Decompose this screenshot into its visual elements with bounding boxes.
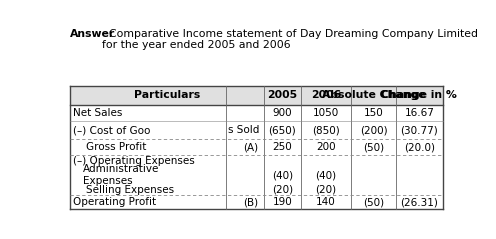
Text: (B): (B) xyxy=(243,197,258,207)
Text: (650): (650) xyxy=(268,125,296,135)
Text: s Sold: s Sold xyxy=(228,125,259,135)
Text: 1050: 1050 xyxy=(313,108,339,118)
Text: Comparative Income statement of Day Dreaming Company Limited
for the year ended : Comparative Income statement of Day Drea… xyxy=(102,29,478,50)
Text: (20): (20) xyxy=(315,185,337,195)
Text: Operating Profit: Operating Profit xyxy=(73,197,157,207)
Bar xyxy=(69,86,442,105)
Text: Administrative
Expenses: Administrative Expenses xyxy=(83,164,159,186)
Text: Answer: Answer xyxy=(69,29,115,39)
Text: (200): (200) xyxy=(360,125,387,135)
Text: 2006: 2006 xyxy=(311,90,341,100)
Text: 2005: 2005 xyxy=(267,90,297,100)
Text: Change in %: Change in % xyxy=(381,90,457,100)
Text: (50): (50) xyxy=(363,142,384,152)
Text: Net Sales: Net Sales xyxy=(73,108,123,118)
Text: Selling Expenses: Selling Expenses xyxy=(73,185,175,195)
Text: 150: 150 xyxy=(364,108,383,118)
Text: 190: 190 xyxy=(272,197,292,207)
Text: Particulars: Particulars xyxy=(133,90,200,100)
Text: 16.67: 16.67 xyxy=(404,108,434,118)
Text: (A): (A) xyxy=(243,142,258,152)
Text: (–) Cost of Goo: (–) Cost of Goo xyxy=(73,125,151,135)
Text: (26.31): (26.31) xyxy=(400,197,438,207)
Text: (20): (20) xyxy=(272,185,293,195)
Text: 140: 140 xyxy=(316,197,336,207)
Text: Absolute Change: Absolute Change xyxy=(322,90,426,100)
Text: (850): (850) xyxy=(312,125,340,135)
Text: (–) Operating Expenses: (–) Operating Expenses xyxy=(73,156,195,166)
Text: (20.0): (20.0) xyxy=(404,142,435,152)
Text: Gross Profit: Gross Profit xyxy=(73,142,147,152)
Text: (50): (50) xyxy=(363,197,384,207)
Text: (40): (40) xyxy=(315,170,337,180)
Text: 900: 900 xyxy=(272,108,292,118)
Text: (30.77): (30.77) xyxy=(400,125,438,135)
Text: 200: 200 xyxy=(316,142,336,152)
Text: (40): (40) xyxy=(272,170,293,180)
Text: 250: 250 xyxy=(272,142,292,152)
